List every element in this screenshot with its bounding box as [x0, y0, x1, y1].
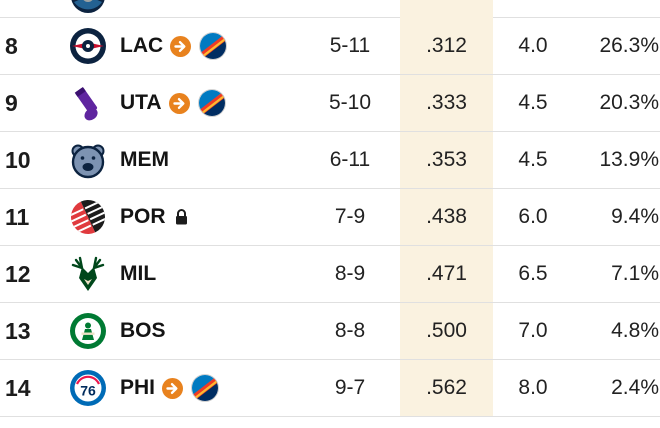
pct: .562 [400, 360, 493, 416]
team-cell: MEM [120, 148, 300, 172]
games-back: 6.5 [518, 262, 548, 285]
games-back: 4.0 [518, 34, 548, 57]
pct [400, 0, 493, 18]
okc-thunder-logo-icon [190, 373, 220, 403]
lottery-odds: 7.1% [611, 262, 659, 285]
lottery-odds: 2.4% [611, 376, 659, 399]
games-back: 6.0 [518, 205, 548, 228]
pct: .353 [400, 132, 493, 188]
pct: .333 [400, 75, 493, 131]
lock-icon [174, 208, 189, 226]
rank: 8 [5, 32, 18, 59]
pct: .438 [400, 189, 493, 245]
team-logo-uta[interactable] [67, 82, 109, 124]
record: 9-7 [334, 376, 366, 399]
pct: .312 [400, 18, 493, 74]
standings-table: 8 LAC 5-11 .312 4.0 26.3% 9 [0, 0, 660, 417]
lottery-odds: 26.3% [599, 34, 659, 57]
team-logo-lac[interactable] [67, 25, 109, 67]
table-row: 13 BOS 8-8 .500 7.0 4.8% [0, 303, 660, 360]
games-back: 7.0 [518, 319, 548, 342]
rank: 14 [5, 374, 31, 401]
record: 8-8 [334, 319, 366, 342]
table-row: 10 MEM 6-11 .353 4.5 13.9% [0, 132, 660, 189]
rank: 11 [5, 203, 30, 230]
lottery-odds: 9.4% [611, 205, 659, 228]
team-cell: POR [120, 205, 300, 229]
rank: 10 [5, 146, 31, 173]
team-abbr[interactable]: UTA [120, 91, 162, 114]
pct: .500 [400, 303, 493, 359]
lottery-odds: 20.3% [599, 91, 659, 114]
team-logo-partial [67, 0, 109, 18]
team-logo-por[interactable] [67, 196, 109, 238]
team-abbr[interactable]: BOS [120, 319, 166, 342]
table-row: 11 [0, 189, 660, 246]
team-cell: LAC [120, 31, 300, 61]
table-row: 14 76 PHI 9-7 .562 8.0 2.4% [0, 360, 660, 417]
table-row: 8 LAC 5-11 .312 4.0 26.3% [0, 18, 660, 75]
record: 7-9 [334, 205, 366, 228]
record: 8-9 [334, 262, 366, 285]
team-abbr[interactable]: MEM [120, 148, 169, 171]
table-row: 12 MIL 8-9 .471 6.5 7.1% [0, 246, 660, 303]
record: 5-10 [328, 91, 372, 114]
rank: 12 [5, 260, 31, 287]
team-abbr[interactable]: MIL [120, 262, 157, 285]
rank: 13 [5, 317, 31, 344]
okc-thunder-logo-icon [198, 31, 228, 61]
team-cell: BOS [120, 319, 300, 343]
team-logo-mil[interactable] [67, 253, 109, 295]
lottery-odds: 4.8% [611, 319, 659, 342]
team-logo-mem[interactable] [67, 139, 109, 181]
team-logo-bos[interactable] [67, 310, 109, 352]
phi-76-text: 76 [80, 383, 96, 399]
record: 6-11 [329, 148, 371, 171]
table-row: 9 UTA 5-10 .333 4.5 20.3% [0, 75, 660, 132]
pct: .471 [400, 246, 493, 302]
team-cell: UTA [120, 88, 300, 118]
record: 5-11 [329, 34, 371, 57]
traded-arrow-icon [168, 92, 190, 114]
team-cell: MIL [120, 262, 300, 286]
lottery-odds: 13.9% [599, 148, 659, 171]
team-abbr[interactable]: PHI [120, 376, 156, 399]
table-row-partial [0, 0, 660, 18]
games-back: 4.5 [518, 91, 548, 114]
traded-arrow-icon [170, 35, 192, 57]
team-abbr[interactable]: LAC [120, 34, 164, 57]
traded-arrow-icon [162, 377, 184, 399]
games-back: 8.0 [518, 376, 548, 399]
okc-thunder-logo-icon [197, 88, 227, 118]
team-abbr[interactable]: POR [120, 205, 166, 228]
rank: 9 [5, 89, 18, 116]
team-logo-phi[interactable]: 76 [67, 367, 109, 409]
team-cell: PHI [120, 373, 300, 403]
games-back: 4.5 [518, 148, 548, 171]
